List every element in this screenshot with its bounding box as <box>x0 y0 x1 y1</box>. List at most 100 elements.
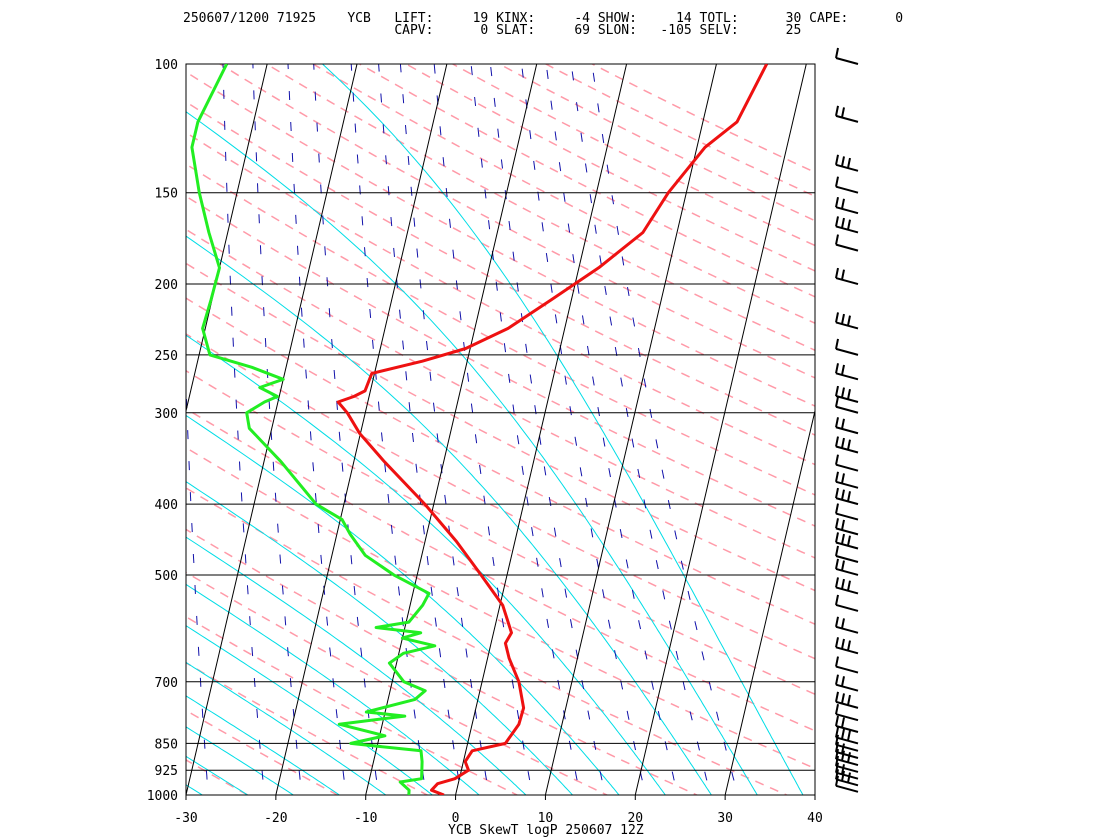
temperature-tick-label: -20 <box>264 811 287 826</box>
dry-adiabat-line <box>186 615 519 795</box>
wind-barb-staff <box>835 243 859 252</box>
dry-adiabat-line <box>186 131 815 466</box>
wind-barb <box>835 154 859 172</box>
dry-adiabat-line <box>186 71 815 407</box>
wind-barbs <box>835 47 859 793</box>
wind-barb <box>835 312 859 330</box>
wind-barb-feather <box>847 730 851 741</box>
isotherm-line <box>0 31 5 811</box>
wind-barb-feather <box>841 770 845 782</box>
wind-barb-feather <box>835 471 839 483</box>
wind-barb <box>835 176 859 194</box>
wind-barb <box>835 703 859 722</box>
wind-barb-staff <box>835 784 859 793</box>
wind-barb-feather <box>841 269 845 280</box>
dry-adiabat-line <box>186 571 609 795</box>
mixing-ratio-line <box>350 64 427 795</box>
mixing-ratio-line <box>126 64 144 811</box>
moist-adiabat-line <box>0 64 182 811</box>
wind-barb-staff <box>835 395 859 403</box>
wind-barb-feather <box>841 717 845 728</box>
wind-barb-feather <box>841 743 845 754</box>
dry-adiabat-line <box>590 64 815 174</box>
wind-barb-feather <box>835 176 839 187</box>
wind-barb-feather <box>841 533 845 545</box>
mixing-ratio-line <box>489 64 606 795</box>
moist-adiabat-line <box>186 661 387 795</box>
wind-barb-feather <box>841 156 845 167</box>
mixing-ratio-line <box>23 64 30 811</box>
wind-barb-feather <box>835 363 839 374</box>
pressure-tick-label: 700 <box>155 676 178 691</box>
wind-barb-feather <box>841 519 845 531</box>
wind-barb-feather <box>841 418 845 430</box>
wind-barb-staff <box>835 512 859 521</box>
wind-barb-feather <box>841 364 845 376</box>
dry-adiabat-line <box>186 101 815 436</box>
wind-barb-feather <box>835 518 839 529</box>
temperature-tick-label: 10 <box>538 811 554 826</box>
wind-barb-staff <box>835 683 859 692</box>
moist-adiabat-line <box>186 536 527 795</box>
wind-barb-feather <box>841 638 845 650</box>
mixing-ratio-line <box>252 64 303 795</box>
wind-barb-staff <box>835 225 859 234</box>
wind-barb-feather <box>835 656 839 667</box>
isotherm-line <box>814 792 815 795</box>
moist-adiabat-line <box>186 334 666 795</box>
wind-barb <box>835 396 859 414</box>
pressure-tick-labels: 100 150 200 250 300 400 500 700 850 925 1000 <box>147 58 178 804</box>
wind-barb-staff <box>835 603 859 612</box>
wind-barb <box>835 616 859 634</box>
temperature-tick-label: 30 <box>717 811 733 826</box>
wind-barb-feather <box>835 385 839 397</box>
pressure-tick-label: 500 <box>155 569 178 584</box>
wind-barb-feather <box>835 637 839 648</box>
header-line-1: 250607/1200 71925 YCB LIFT: 19 KINX: -4 … <box>183 11 903 26</box>
dry-adiabat-line <box>186 297 815 626</box>
wind-barb <box>835 674 859 692</box>
wind-barb-feather <box>835 532 839 543</box>
wind-barb-staff <box>835 758 859 767</box>
wind-barb-feather <box>835 775 839 787</box>
wind-barb-feather <box>847 157 851 169</box>
isotherm-line <box>634 64 807 795</box>
wind-barb-feather <box>841 473 845 484</box>
dry-adiabat-line <box>186 661 429 795</box>
moist-adiabat-line <box>186 414 620 795</box>
isotherm-line <box>186 64 358 795</box>
wind-barb-staff <box>835 527 859 536</box>
dry-adiabat-line <box>186 528 699 795</box>
wind-barb <box>835 748 859 767</box>
moist-adiabat-line <box>186 726 295 795</box>
chart-caption: YCB SkewT logP 250607 12Z <box>448 823 644 838</box>
moist-adiabat-line <box>186 695 341 795</box>
wind-barb-feather <box>835 47 839 59</box>
mixing-ratio-line <box>186 372 209 795</box>
wind-barb-feather <box>835 234 839 245</box>
mixing-ratio-line <box>74 64 82 811</box>
wind-barb-feather <box>847 315 851 326</box>
wind-barb <box>835 363 859 381</box>
isotherm-line <box>991 31 1120 811</box>
wind-barb <box>835 769 859 787</box>
wind-barb <box>835 216 859 234</box>
temperature-tick-label: -30 <box>174 811 197 826</box>
moist-adiabat-line <box>186 235 713 795</box>
wind-barb-staff <box>835 163 859 172</box>
isotherm-line <box>365 64 538 795</box>
wind-barb-staff <box>835 713 859 722</box>
wind-barb-feather <box>847 439 851 450</box>
pressure-tick-label: 200 <box>155 278 178 293</box>
wind-barb-staff <box>835 764 859 773</box>
wind-barb-feather <box>847 772 851 783</box>
dry-adiabat-line <box>186 407 815 732</box>
wind-barb-feather <box>835 748 839 760</box>
dry-adiabat-line <box>186 333 815 660</box>
wind-barb <box>835 775 859 793</box>
wind-barb-feather <box>841 578 845 590</box>
wind-barb-feather <box>835 755 839 767</box>
moist-adiabats <box>0 64 804 811</box>
wind-barb-feather <box>847 694 851 706</box>
